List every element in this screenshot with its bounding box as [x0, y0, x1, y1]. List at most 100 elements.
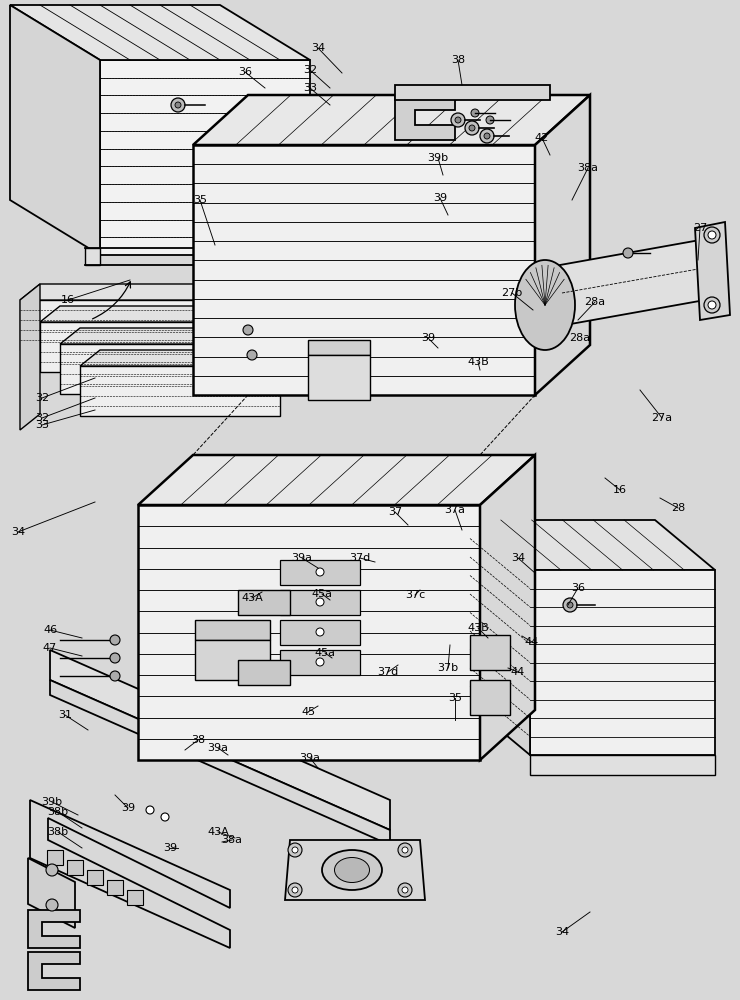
Text: 34: 34	[311, 43, 325, 53]
Polygon shape	[28, 910, 80, 948]
Circle shape	[402, 887, 408, 893]
Ellipse shape	[515, 260, 575, 350]
Circle shape	[316, 598, 324, 606]
Circle shape	[316, 658, 324, 666]
Text: 39b: 39b	[428, 153, 448, 163]
Ellipse shape	[322, 850, 382, 890]
Polygon shape	[695, 222, 730, 320]
Polygon shape	[80, 350, 300, 366]
Polygon shape	[60, 328, 280, 344]
Text: 47: 47	[43, 643, 57, 653]
Polygon shape	[395, 85, 550, 100]
Polygon shape	[195, 620, 270, 640]
Polygon shape	[280, 560, 360, 585]
Circle shape	[110, 635, 120, 645]
Text: 37a: 37a	[445, 505, 465, 515]
Polygon shape	[193, 95, 590, 145]
Text: 34: 34	[511, 553, 525, 563]
Circle shape	[247, 350, 257, 360]
Polygon shape	[470, 680, 510, 715]
Text: 27b: 27b	[502, 288, 522, 298]
Text: 27: 27	[693, 223, 707, 233]
Circle shape	[402, 847, 408, 853]
Text: 46: 46	[43, 625, 57, 635]
Circle shape	[161, 813, 169, 821]
Text: 43A: 43A	[207, 827, 229, 837]
Text: 38b: 38b	[47, 807, 69, 817]
Text: 38b: 38b	[47, 827, 69, 837]
Circle shape	[146, 806, 154, 814]
Polygon shape	[20, 284, 240, 300]
Text: 44: 44	[511, 667, 525, 677]
Text: 28: 28	[671, 503, 685, 513]
Circle shape	[708, 231, 716, 239]
Text: 37: 37	[388, 507, 402, 517]
Polygon shape	[47, 850, 63, 865]
Polygon shape	[50, 680, 390, 845]
Polygon shape	[195, 640, 270, 680]
Text: 39b: 39b	[41, 797, 63, 807]
Polygon shape	[295, 248, 310, 265]
Circle shape	[623, 248, 633, 258]
Text: 42: 42	[535, 133, 549, 143]
Text: 28a: 28a	[570, 333, 591, 343]
Text: 43B: 43B	[467, 623, 489, 633]
Circle shape	[567, 602, 573, 608]
Circle shape	[288, 843, 302, 857]
Polygon shape	[60, 344, 260, 394]
Circle shape	[171, 98, 185, 112]
Polygon shape	[285, 840, 425, 900]
Polygon shape	[530, 570, 715, 755]
Text: 39a: 39a	[300, 753, 320, 763]
Polygon shape	[87, 870, 103, 885]
Text: 34: 34	[555, 927, 569, 937]
Circle shape	[708, 301, 716, 309]
Circle shape	[465, 121, 479, 135]
Circle shape	[398, 843, 412, 857]
Polygon shape	[280, 650, 360, 675]
Text: 39: 39	[163, 843, 177, 853]
Circle shape	[563, 598, 577, 612]
Circle shape	[471, 109, 479, 117]
Polygon shape	[395, 95, 455, 140]
Polygon shape	[560, 240, 705, 325]
Text: 35: 35	[193, 195, 207, 205]
Polygon shape	[28, 952, 80, 990]
Text: 39a: 39a	[292, 553, 312, 563]
Text: 32: 32	[35, 413, 49, 423]
Circle shape	[243, 325, 253, 335]
Text: 36: 36	[238, 67, 252, 77]
Text: 16: 16	[613, 485, 627, 495]
Circle shape	[398, 883, 412, 897]
Circle shape	[469, 125, 475, 131]
Circle shape	[451, 113, 465, 127]
Polygon shape	[40, 322, 240, 372]
Polygon shape	[28, 858, 75, 928]
Polygon shape	[67, 860, 83, 875]
Polygon shape	[20, 300, 220, 350]
Circle shape	[704, 297, 720, 313]
Text: 39a: 39a	[207, 743, 229, 753]
Text: 45a: 45a	[314, 648, 335, 658]
Polygon shape	[238, 590, 290, 615]
Text: 39: 39	[433, 193, 447, 203]
Polygon shape	[10, 5, 310, 60]
Polygon shape	[138, 505, 480, 760]
Circle shape	[316, 568, 324, 576]
Polygon shape	[50, 650, 390, 830]
Text: 44: 44	[525, 637, 539, 647]
Polygon shape	[107, 880, 123, 895]
Polygon shape	[470, 520, 715, 570]
Circle shape	[455, 117, 461, 123]
Polygon shape	[280, 590, 360, 615]
Text: 43B: 43B	[467, 357, 489, 367]
Polygon shape	[30, 800, 230, 948]
Text: 45a: 45a	[312, 589, 332, 599]
Text: 35: 35	[448, 693, 462, 703]
Circle shape	[46, 899, 58, 911]
Circle shape	[480, 129, 494, 143]
Polygon shape	[470, 520, 530, 755]
Circle shape	[704, 227, 720, 243]
Text: 28a: 28a	[585, 297, 605, 307]
Polygon shape	[308, 340, 370, 355]
